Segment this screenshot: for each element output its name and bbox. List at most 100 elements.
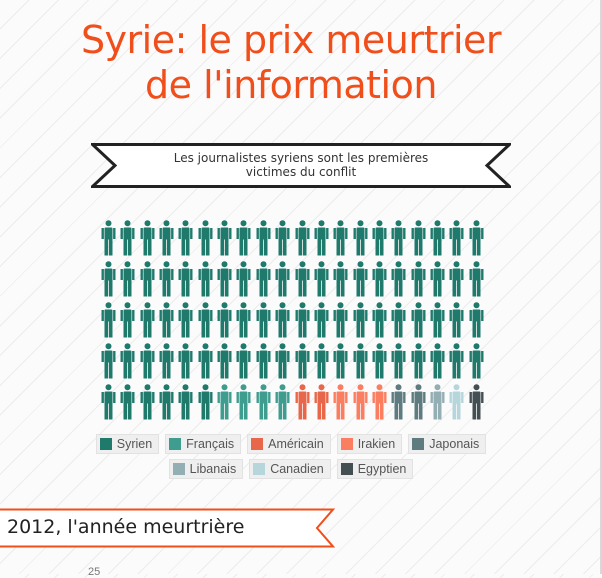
person-icon <box>217 261 232 297</box>
person-icon <box>391 343 406 379</box>
legend-item[interactable]: Français <box>165 434 242 454</box>
person-icon <box>333 220 348 256</box>
title-line-1: Syrie: le prix meurtrier <box>80 18 502 62</box>
subtitle-banner: Les journalistes syriens sont les premiè… <box>91 143 511 188</box>
person-icon <box>236 343 251 379</box>
legend-label: Syrien <box>116 437 153 451</box>
person-icon <box>178 302 193 338</box>
subtitle-line-2: victimes du conflit <box>245 165 357 179</box>
person-icon <box>449 343 464 379</box>
person-icon <box>430 384 445 420</box>
subtitle-line-1: Les journalistes syriens sont les premiè… <box>173 151 429 165</box>
person-icon <box>120 384 135 420</box>
ribbon-shape-icon <box>0 508 335 548</box>
legend-item[interactable]: Américain <box>247 434 331 454</box>
legend-item[interactable]: Irakien <box>336 434 403 454</box>
person-icon <box>353 343 368 379</box>
person-icon <box>353 384 368 420</box>
person-icon <box>120 261 135 297</box>
person-icon <box>275 220 290 256</box>
person-icon <box>333 343 348 379</box>
legend-swatch <box>340 438 353 450</box>
person-icon <box>430 302 445 338</box>
person-icon <box>217 343 232 379</box>
person-icon <box>430 261 445 297</box>
legend-item[interactable]: Japonais <box>408 434 487 454</box>
person-icon <box>198 384 213 420</box>
person-icon <box>333 302 348 338</box>
person-icon <box>198 302 213 338</box>
legend-item[interactable]: Libanais <box>168 459 244 479</box>
person-icon <box>217 302 232 338</box>
person-icon <box>469 343 484 379</box>
person-icon <box>140 302 155 338</box>
person-icon <box>449 220 464 256</box>
person-icon <box>178 384 193 420</box>
person-icon <box>101 384 116 420</box>
legend-label: Egyptien <box>357 462 407 476</box>
legend-label: Libanais <box>189 462 237 476</box>
legend-label: Japonais <box>429 437 480 451</box>
person-icon <box>411 302 426 338</box>
person-icon <box>295 220 310 256</box>
person-icon <box>159 302 174 338</box>
legend-label: Américain <box>268 437 324 451</box>
person-icon <box>101 261 116 297</box>
person-icon <box>314 261 329 297</box>
person-icon <box>469 384 484 420</box>
person-icon <box>449 384 464 420</box>
person-icon <box>217 220 232 256</box>
person-icon <box>217 384 232 420</box>
person-icon <box>411 220 426 256</box>
legend-swatch <box>340 463 353 475</box>
person-icon <box>391 261 406 297</box>
legend-item[interactable]: Egyptien <box>336 459 414 479</box>
legend-swatch <box>99 438 112 450</box>
legend-swatch <box>251 438 264 450</box>
legend-item[interactable]: Syrien <box>95 434 160 454</box>
page-title: Syrie: le prix meurtrier de l'informatio… <box>0 18 582 108</box>
person-icon <box>140 261 155 297</box>
person-icon <box>333 384 348 420</box>
legend-label: Canadien <box>270 462 324 476</box>
person-icon <box>101 302 116 338</box>
person-icon <box>372 384 387 420</box>
person-icon <box>140 384 155 420</box>
person-icon <box>430 220 445 256</box>
legend-item[interactable]: Canadien <box>249 459 331 479</box>
person-icon <box>275 261 290 297</box>
person-icon <box>101 343 116 379</box>
section-title: 2012, l'année meurtrière <box>7 516 245 538</box>
person-icon <box>372 261 387 297</box>
title-line-2: de l'information <box>145 63 437 107</box>
person-icon <box>159 220 174 256</box>
person-icon <box>449 302 464 338</box>
person-icon <box>314 220 329 256</box>
person-icon <box>275 384 290 420</box>
person-icon <box>391 302 406 338</box>
person-icon <box>411 384 426 420</box>
person-icon <box>140 343 155 379</box>
person-icon <box>314 384 329 420</box>
person-icon <box>295 384 310 420</box>
person-icon <box>469 220 484 256</box>
person-icon <box>159 384 174 420</box>
person-icon <box>236 220 251 256</box>
person-icon <box>178 343 193 379</box>
person-icon <box>236 261 251 297</box>
legend-row-1: Syrien Français Américain Irakien Japonais <box>0 434 582 454</box>
y-axis-tick: 25 <box>88 566 101 578</box>
person-icon <box>120 343 135 379</box>
person-icon <box>295 343 310 379</box>
chart-legend: Syrien Français Américain Irakien Japonais L… <box>0 434 582 484</box>
person-icon <box>411 343 426 379</box>
person-icon <box>120 302 135 338</box>
person-icon <box>275 302 290 338</box>
legend-label: Irakien <box>357 437 396 451</box>
person-icon <box>178 261 193 297</box>
person-icon <box>159 261 174 297</box>
legend-swatch <box>253 463 266 475</box>
legend-row-2: Libanais Canadien Egyptien <box>0 459 582 479</box>
person-icon <box>353 302 368 338</box>
person-icon <box>353 220 368 256</box>
